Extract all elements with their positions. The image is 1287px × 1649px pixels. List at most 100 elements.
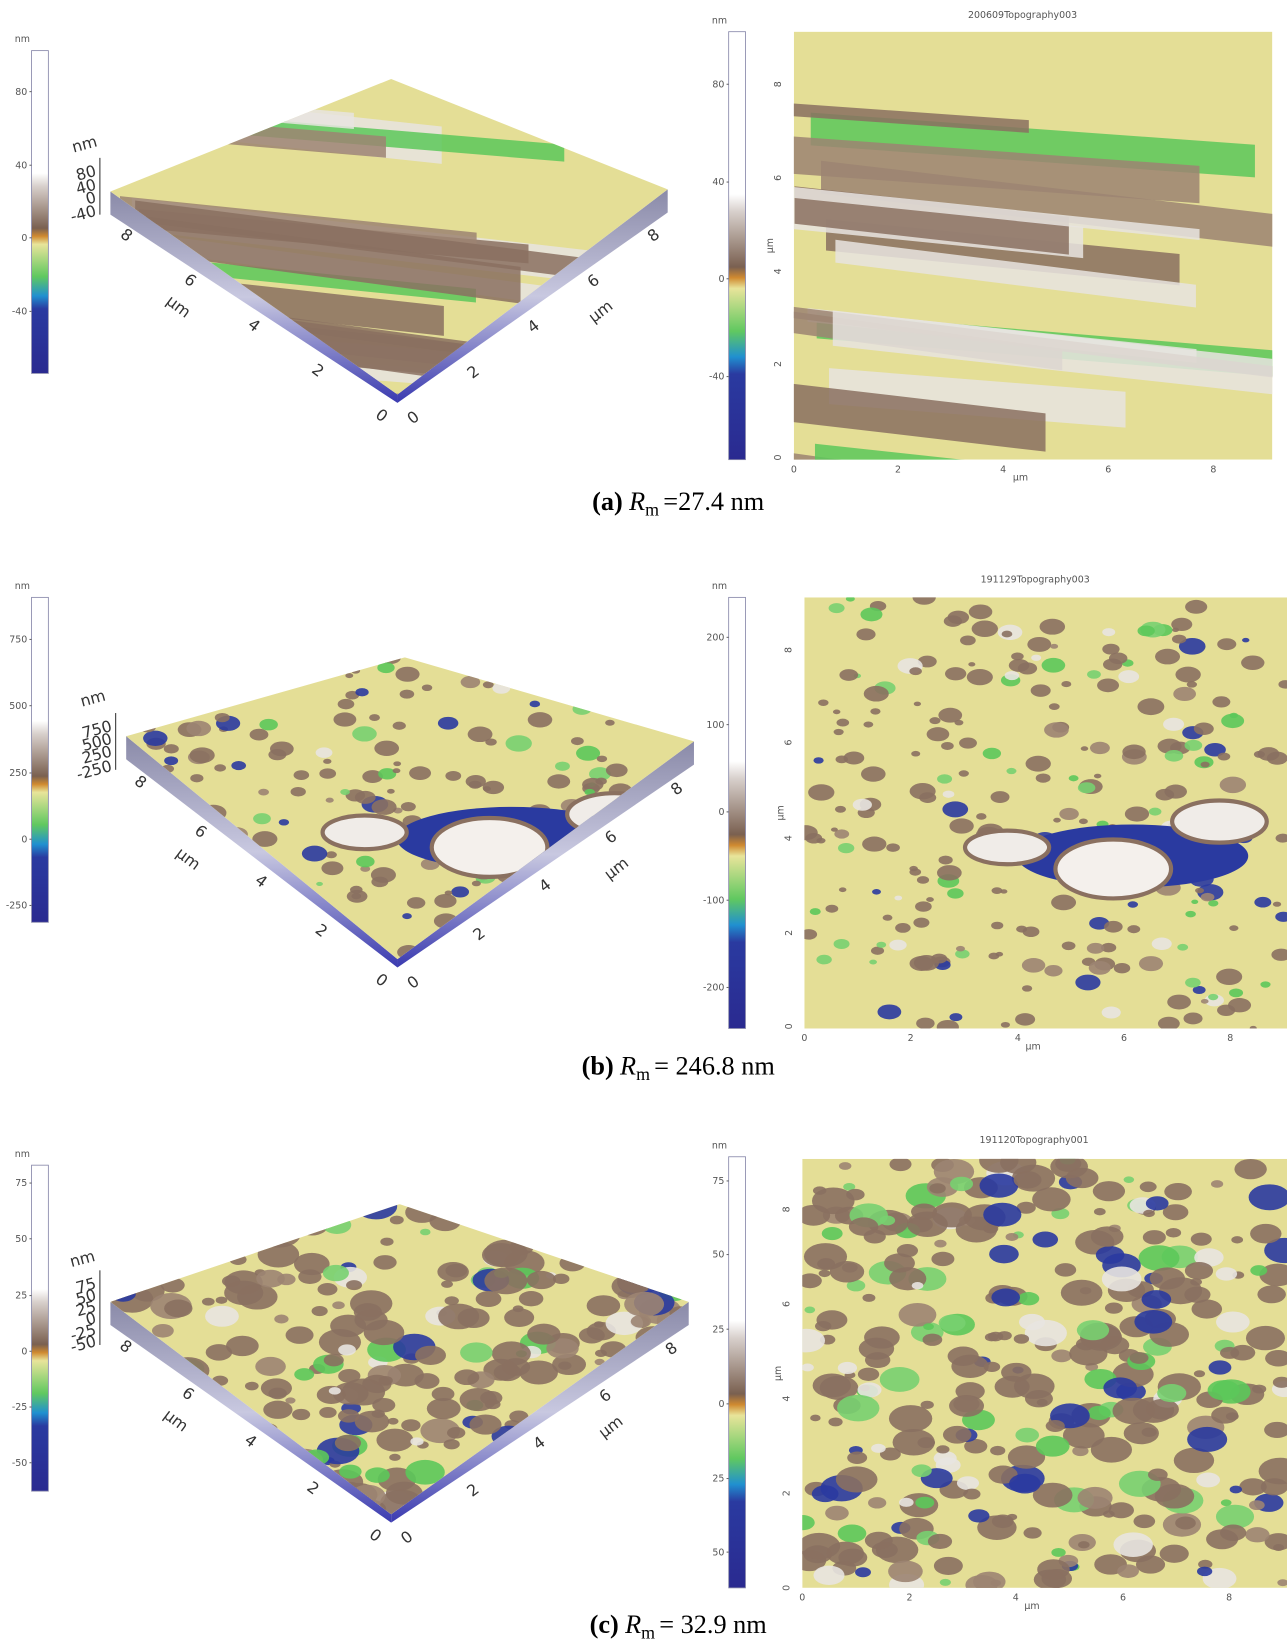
blob <box>1100 1336 1130 1355</box>
blob <box>982 747 1002 760</box>
colorbar-tick-label: 75 <box>15 1178 27 1189</box>
blob <box>269 1482 312 1510</box>
colorbar-tick-label: -25 <box>12 1402 27 1413</box>
blob <box>954 719 964 726</box>
blob <box>991 887 1003 894</box>
blob <box>251 1464 288 1487</box>
blob <box>1016 1201 1036 1214</box>
blob <box>651 905 675 920</box>
blob <box>1104 1302 1123 1314</box>
blob <box>879 1447 901 1461</box>
blob <box>936 1020 959 1029</box>
blob <box>626 702 637 709</box>
blob <box>938 1314 966 1332</box>
y-tick-label: 0 <box>372 969 391 990</box>
blob <box>252 831 278 847</box>
map-x-unit: µm <box>1025 1042 1040 1053</box>
caption-label: (c) <box>590 1610 619 1639</box>
blob <box>127 950 136 956</box>
blob <box>429 815 550 879</box>
blob <box>857 1382 882 1398</box>
blob <box>362 770 383 783</box>
blob <box>405 1204 439 1223</box>
map-y-tick-label: 4 <box>782 1396 793 1402</box>
blob <box>559 1255 586 1272</box>
blob <box>518 1291 544 1307</box>
blob <box>876 941 887 948</box>
blob <box>955 949 970 959</box>
blob <box>802 1328 826 1353</box>
blob <box>1138 1245 1180 1271</box>
blob <box>164 1299 193 1318</box>
blob <box>1129 1351 1149 1364</box>
blob <box>301 845 328 862</box>
blob <box>933 1451 957 1466</box>
caption-symbol: R <box>624 1610 641 1639</box>
blob <box>818 699 829 706</box>
band <box>110 379 493 395</box>
blob <box>1076 1320 1110 1341</box>
blob <box>546 1338 579 1359</box>
blob <box>146 863 154 869</box>
blob <box>434 893 457 908</box>
x-tick-label: 6 <box>595 1385 614 1406</box>
blob <box>1217 752 1231 761</box>
blob <box>209 1232 225 1242</box>
band <box>110 207 521 304</box>
blob <box>610 1495 653 1515</box>
blob <box>938 855 953 865</box>
blob <box>652 700 668 710</box>
blob <box>671 845 694 861</box>
blob <box>936 1445 950 1454</box>
texture <box>110 79 668 395</box>
blob <box>110 1362 129 1381</box>
colorbar-unit: nm <box>15 581 30 592</box>
blob <box>658 1408 677 1420</box>
blob <box>246 1485 288 1511</box>
blob <box>320 813 409 852</box>
blob <box>959 737 977 749</box>
blob <box>492 682 511 694</box>
blob <box>896 1244 919 1258</box>
blob <box>285 1397 296 1404</box>
blob <box>1257 747 1280 761</box>
blob <box>503 919 529 936</box>
z-tick-label: -40 <box>68 201 98 226</box>
blob <box>515 926 524 931</box>
blob <box>1229 988 1244 998</box>
blob <box>1137 625 1155 637</box>
blob <box>274 1314 289 1324</box>
colorbar-tick-label: 0 <box>718 1399 724 1410</box>
blob <box>464 1496 500 1515</box>
blob <box>613 691 633 704</box>
blob <box>868 1497 887 1509</box>
z-tick-label: 50 <box>74 1285 98 1309</box>
blob <box>214 764 226 772</box>
blob <box>920 1400 934 1409</box>
blob <box>186 947 198 955</box>
blob <box>669 1379 689 1393</box>
blob <box>894 895 903 901</box>
blob <box>431 1386 455 1402</box>
band <box>793 101 1029 133</box>
blob <box>1192 985 1206 995</box>
blob <box>843 1183 856 1191</box>
blob <box>643 1492 686 1515</box>
blob <box>1044 722 1069 738</box>
blob <box>514 903 533 915</box>
blob <box>339 1464 362 1479</box>
blob <box>195 1229 234 1253</box>
blob <box>518 666 540 680</box>
blob <box>863 1229 886 1244</box>
blob <box>808 784 835 801</box>
x-axis-unit: µm <box>600 853 632 883</box>
blob <box>915 901 932 912</box>
blob <box>813 1565 845 1585</box>
blob <box>557 1489 576 1501</box>
blob <box>621 1388 657 1411</box>
map-y-tick-label: 6 <box>773 175 784 181</box>
blob <box>1157 738 1182 754</box>
colorbar-unit: nm <box>712 581 727 592</box>
blob <box>263 919 277 928</box>
